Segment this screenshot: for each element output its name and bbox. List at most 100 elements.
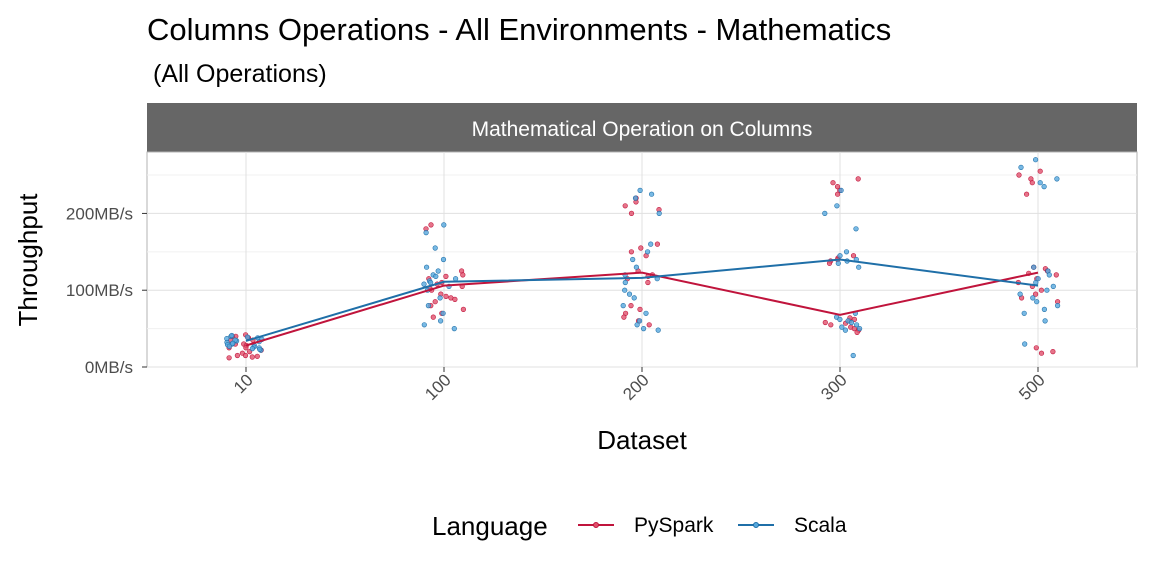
data-point-scala bbox=[1042, 318, 1048, 324]
data-point-pyspark bbox=[1033, 345, 1039, 351]
data-point-scala bbox=[837, 316, 843, 323]
y-axis-title: Throughput bbox=[13, 193, 43, 327]
data-point-scala bbox=[822, 210, 828, 216]
data-point-scala bbox=[848, 319, 855, 326]
data-point-scala bbox=[640, 326, 647, 332]
data-point-scala bbox=[438, 318, 444, 324]
data-point-scala bbox=[842, 327, 849, 333]
data-point-pyspark bbox=[621, 314, 627, 320]
data-point-pyspark bbox=[646, 322, 652, 328]
data-point-scala bbox=[421, 281, 427, 287]
data-point-pyspark bbox=[1053, 272, 1059, 278]
data-point-scala bbox=[856, 264, 862, 270]
data-point-scala bbox=[1034, 299, 1040, 305]
data-point-scala bbox=[630, 256, 636, 263]
data-point-scala bbox=[656, 210, 662, 216]
data-point-scala bbox=[644, 249, 651, 255]
x-axis-title: Dataset bbox=[597, 425, 687, 455]
data-point-scala bbox=[421, 322, 427, 328]
data-point-pyspark bbox=[249, 354, 255, 360]
data-point-scala bbox=[1054, 176, 1060, 182]
data-point-scala bbox=[834, 203, 840, 209]
data-point-pyspark bbox=[234, 352, 240, 359]
data-point-pyspark bbox=[1016, 172, 1022, 178]
data-point-scala bbox=[1037, 180, 1043, 186]
data-point-pyspark bbox=[243, 345, 249, 351]
data-point-scala bbox=[433, 273, 439, 280]
data-point-scala bbox=[838, 187, 844, 193]
data-point-scala bbox=[437, 295, 443, 301]
data-point-pyspark bbox=[822, 319, 828, 326]
data-point-scala bbox=[633, 264, 640, 270]
data-point-scala bbox=[648, 241, 654, 247]
data-point-scala bbox=[622, 279, 628, 286]
data-point-scala bbox=[440, 310, 446, 316]
legend-title: Language bbox=[432, 511, 548, 541]
data-point-pyspark bbox=[638, 245, 644, 251]
data-point-pyspark bbox=[1023, 191, 1030, 197]
data-point-pyspark bbox=[828, 322, 834, 328]
data-point-scala bbox=[441, 222, 447, 228]
legend-label-pyspark: PySpark bbox=[634, 514, 714, 537]
data-point-scala bbox=[622, 287, 628, 293]
data-point-scala bbox=[853, 226, 859, 232]
data-point-scala bbox=[1031, 264, 1037, 270]
series-lines bbox=[245, 258, 1039, 347]
data-point-scala bbox=[230, 340, 236, 346]
data-point-scala bbox=[631, 295, 637, 301]
grid-lines bbox=[147, 152, 1137, 368]
data-point-scala bbox=[632, 195, 639, 201]
legend-swatch-dot-scala bbox=[753, 522, 759, 528]
data-point-scala bbox=[1050, 283, 1056, 290]
data-point-scala bbox=[856, 326, 863, 332]
data-point-scala bbox=[435, 268, 441, 274]
data-point-pyspark bbox=[430, 314, 436, 320]
legend: Language PySpark Scala bbox=[432, 511, 847, 541]
data-point-pyspark bbox=[628, 249, 635, 255]
data-point-scala bbox=[1035, 276, 1041, 282]
data-point-scala bbox=[643, 310, 649, 316]
legend-swatch-dot-pyspark bbox=[593, 522, 599, 528]
data-point-scala bbox=[257, 346, 263, 352]
data-point-pyspark bbox=[242, 352, 249, 359]
data-point-pyspark bbox=[834, 184, 841, 190]
data-point-pyspark bbox=[854, 329, 860, 336]
x-tick-label: 100 bbox=[421, 370, 454, 403]
data-point-pyspark bbox=[443, 293, 449, 300]
data-point-pyspark bbox=[1032, 291, 1039, 297]
data-point-scala bbox=[1018, 164, 1024, 170]
data-point-scala bbox=[244, 334, 251, 340]
data-point-scala bbox=[432, 245, 438, 251]
data-point-scala bbox=[1041, 184, 1047, 190]
data-point-scala bbox=[451, 326, 457, 332]
data-point-pyspark bbox=[443, 273, 449, 280]
data-point-scala bbox=[425, 303, 432, 309]
y-tick-label: 200MB/s bbox=[66, 204, 133, 223]
y-tick-label: 0MB/s bbox=[85, 358, 133, 377]
data-point-scala bbox=[249, 346, 255, 352]
data-point-pyspark bbox=[628, 303, 634, 309]
data-point-scala bbox=[620, 303, 626, 309]
x-tick-label: 10 bbox=[230, 370, 257, 397]
data-point-scala bbox=[428, 279, 434, 286]
data-point-scala bbox=[1054, 303, 1061, 309]
data-point-scala bbox=[655, 327, 661, 333]
data-point-scala bbox=[440, 256, 447, 263]
data-point-scala bbox=[1017, 291, 1023, 297]
facet-strip bbox=[147, 103, 1137, 152]
data-point-scala bbox=[1021, 310, 1027, 316]
data-point-pyspark bbox=[637, 306, 643, 313]
chart-title: Columns Operations - All Environments - … bbox=[147, 12, 891, 47]
data-point-scala bbox=[837, 253, 843, 259]
data-point-scala bbox=[634, 322, 640, 328]
data-point-pyspark bbox=[622, 203, 628, 209]
data-point-pyspark bbox=[645, 279, 651, 286]
x-tick-label: 200 bbox=[619, 370, 652, 403]
data-point-pyspark bbox=[1050, 349, 1056, 355]
data-point-pyspark bbox=[834, 191, 841, 197]
data-point-pyspark bbox=[826, 260, 833, 266]
series-line-scala bbox=[245, 258, 1039, 342]
data-point-scala bbox=[843, 249, 850, 255]
data-point-scala bbox=[1030, 295, 1036, 301]
data-point-scala bbox=[850, 352, 856, 359]
